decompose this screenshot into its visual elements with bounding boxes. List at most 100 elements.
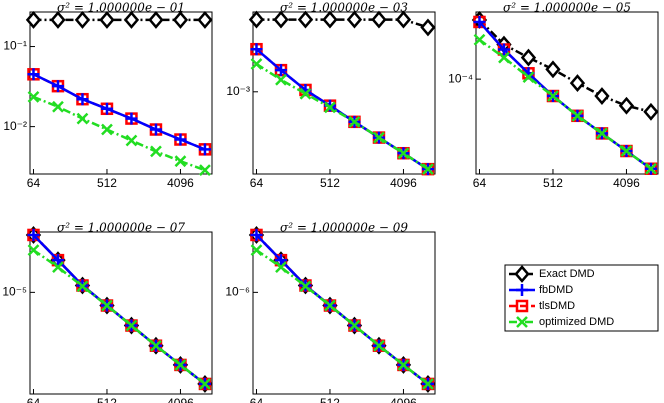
marker-diamond [594, 87, 610, 105]
x-tick-label: 64 [473, 176, 487, 190]
marker-x [52, 261, 64, 274]
marker-x [199, 164, 211, 177]
marker-plus [497, 43, 510, 56]
marker-x [373, 339, 385, 352]
marker-diamond [248, 10, 265, 29]
chart-title: σ² = 1.000000e − 07 [57, 221, 185, 235]
legend-label: tlsDMD [539, 300, 575, 312]
marker-x [275, 261, 287, 274]
marker-diamond [643, 102, 659, 121]
x-tick-label: 512 [320, 396, 340, 403]
marker-diamond [123, 11, 140, 29]
marker-diamond [197, 11, 213, 29]
marker-x [397, 359, 410, 371]
x-tick-label: 64 [250, 396, 264, 403]
y-tick-label: 10⁻² [3, 119, 27, 133]
marker-x [174, 155, 187, 168]
legend-label: optimized DMD [539, 316, 614, 328]
chart-title: σ² = 1.000000e − 03 [280, 1, 408, 15]
marker-x [199, 378, 211, 390]
marker-diamond [148, 11, 164, 29]
legend-box [504, 264, 659, 332]
marker-diamond [273, 10, 289, 29]
marker-diamond [514, 265, 530, 283]
marker-x [76, 112, 89, 125]
x-tick-label: 64 [250, 176, 264, 190]
marker-x [571, 109, 584, 122]
chart-title: σ² = 1.000000e − 09 [280, 221, 408, 235]
marker-x [250, 244, 263, 256]
x-tick-label: 4096 [167, 396, 194, 403]
series-line [33, 95, 206, 172]
marker-square [515, 299, 529, 313]
marker-diamond [99, 11, 115, 29]
marker-x [547, 90, 559, 102]
marker-plus [250, 43, 263, 56]
marker-plus [250, 228, 263, 241]
marker-x [150, 145, 162, 158]
marker-x [299, 280, 312, 293]
marker-diamond [545, 60, 561, 79]
marker-plus [274, 254, 287, 267]
y-tick-label: 10⁻⁵ [2, 285, 27, 299]
x-tick-label: 512 [320, 176, 340, 190]
marker-x [348, 319, 361, 332]
marker-plus [51, 80, 64, 93]
series-line [32, 73, 206, 151]
marker-diamond [569, 74, 586, 93]
marker-x [76, 280, 89, 293]
marker-x [101, 299, 113, 312]
marker-x [516, 316, 528, 328]
marker-x [150, 339, 162, 352]
marker-diamond [520, 48, 537, 67]
marker-diamond [322, 10, 338, 29]
marker-x [250, 58, 263, 70]
marker-x [101, 123, 113, 136]
marker-x [324, 299, 336, 312]
marker-diamond [74, 11, 91, 29]
marker-plus [100, 102, 113, 115]
marker-x [125, 134, 138, 147]
marker-plus [198, 143, 211, 156]
marker-x [645, 162, 657, 175]
marker-x [27, 91, 40, 103]
y-tick-label: 10⁻⁴ [448, 71, 473, 85]
marker-diamond [297, 10, 314, 29]
marker-x [620, 145, 633, 157]
x-tick-label: 4096 [390, 176, 417, 190]
marker-plus [149, 123, 162, 136]
x-tick-label: 512 [97, 396, 117, 403]
chart-title: σ² = 1.000000e − 01 [57, 1, 185, 15]
x-tick-label: 4096 [390, 396, 417, 403]
y-tick-label: 10⁻³ [226, 84, 250, 98]
marker-x [275, 73, 287, 86]
x-tick-label: 64 [27, 396, 41, 403]
marker-x [373, 131, 385, 144]
marker-diamond [172, 11, 189, 29]
marker-x [174, 359, 187, 371]
x-tick-label: 64 [27, 176, 41, 190]
marker-x [397, 147, 410, 160]
marker-diamond [618, 96, 635, 115]
y-tick-label: 10⁻⁶ [225, 285, 250, 299]
marker-plus [76, 93, 89, 106]
plot-frame [29, 11, 213, 175]
x-tick-label: 512 [543, 176, 563, 190]
x-tick-label: 4096 [613, 176, 640, 190]
x-tick-label: 512 [97, 176, 117, 190]
marker-x [299, 87, 312, 100]
legend-label: fbDMD [539, 284, 573, 296]
marker-x [324, 101, 336, 114]
marker-plus [174, 133, 187, 146]
y-tick-label: 10⁻¹ [3, 39, 27, 53]
marker-diamond [50, 11, 66, 29]
marker-x [27, 244, 40, 256]
marker-x [498, 51, 510, 64]
marker-x [52, 100, 64, 113]
marker-plus [274, 64, 287, 77]
chart-title: σ² = 1.000000e − 05 [503, 1, 631, 15]
marker-x [348, 115, 361, 128]
marker-diamond [25, 11, 42, 29]
